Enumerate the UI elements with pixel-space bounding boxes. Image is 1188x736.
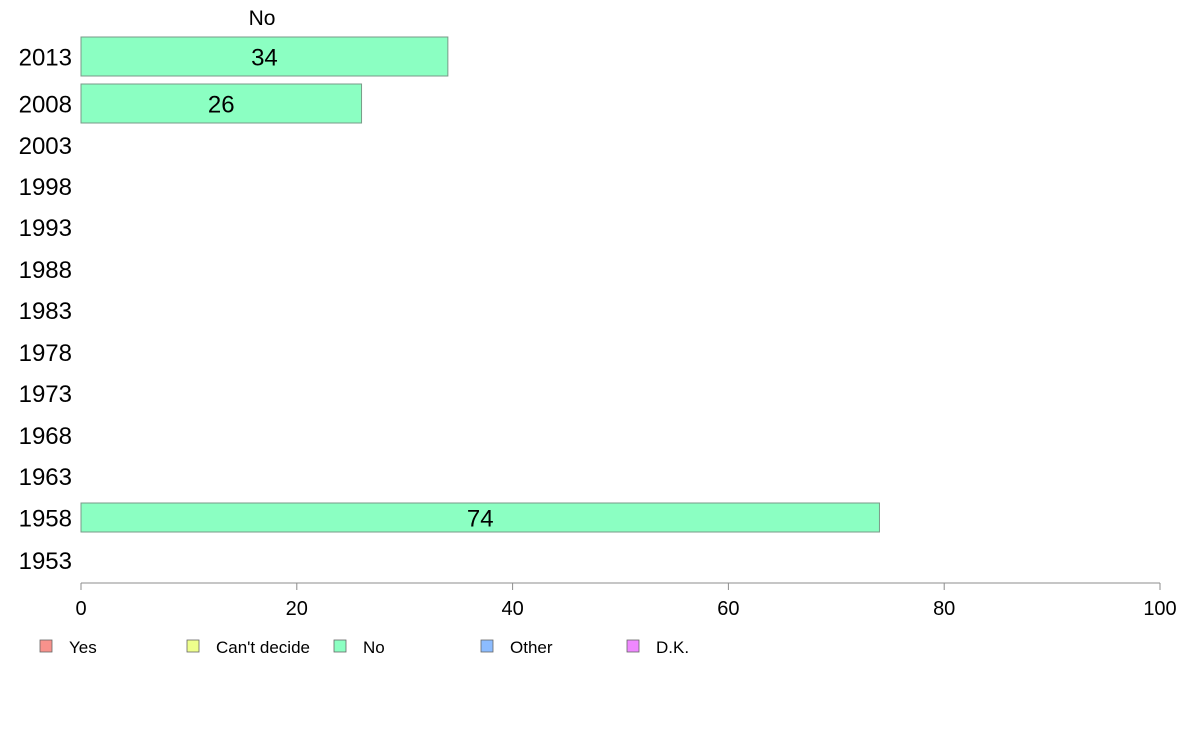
year-labels: 2013 2008 2003 1998 1993 1988 1983 1978 1973 1968… bbox=[19, 45, 72, 576]
legend-swatch-no bbox=[333, 639, 347, 653]
year-label-2008: 2008 bbox=[19, 92, 72, 119]
x-tick-label-40: 40 bbox=[501, 598, 523, 620]
bar-2008 bbox=[80, 83, 363, 124]
x-axis: 0 20 40 60 80 100 bbox=[75, 582, 1177, 620]
panel-title: No bbox=[249, 7, 276, 30]
year-label-1993: 1993 bbox=[19, 215, 72, 242]
year-label-1978: 1978 bbox=[19, 340, 72, 367]
year-label-1983: 1983 bbox=[19, 298, 72, 325]
legend-label-d-k: D.K. bbox=[656, 638, 689, 657]
bars: 34 26 74 bbox=[80, 36, 880, 533]
x-tick-label-0: 0 bbox=[75, 598, 86, 620]
x-tick-label-80: 80 bbox=[933, 598, 955, 620]
bar-value-2008: 26 bbox=[208, 92, 235, 119]
legend-swatch-yes bbox=[39, 639, 53, 653]
bar-value-2013: 34 bbox=[251, 45, 278, 72]
year-label-1963: 1963 bbox=[19, 464, 72, 491]
year-label-1953: 1953 bbox=[19, 548, 72, 575]
year-label-1973: 1973 bbox=[19, 381, 72, 408]
year-label-2003: 2003 bbox=[19, 133, 72, 160]
legend-swatch-other bbox=[480, 639, 494, 653]
legend-swatch-can-t-decide bbox=[186, 639, 200, 653]
year-label-1988: 1988 bbox=[19, 257, 72, 284]
bar-value-1958: 74 bbox=[467, 506, 494, 533]
legend: Yes Can't decide No Other D.K. bbox=[39, 638, 689, 657]
legend-label-yes: Yes bbox=[69, 638, 97, 657]
x-tick-label-100: 100 bbox=[1143, 598, 1176, 620]
year-label-1998: 1998 bbox=[19, 174, 72, 201]
year-label-2013: 2013 bbox=[19, 45, 72, 72]
year-label-1958: 1958 bbox=[19, 506, 72, 533]
x-tick-label-20: 20 bbox=[286, 598, 308, 620]
x-tick-label-60: 60 bbox=[717, 598, 739, 620]
year-label-1968: 1968 bbox=[19, 423, 72, 450]
legend-label-can-t-decide: Can't decide bbox=[216, 638, 310, 657]
bar-2013 bbox=[80, 36, 449, 77]
bar-1958 bbox=[80, 502, 880, 533]
legend-label-no: No bbox=[363, 638, 385, 657]
legend-label-other: Other bbox=[510, 638, 553, 657]
legend-swatch-d-k bbox=[626, 639, 640, 653]
